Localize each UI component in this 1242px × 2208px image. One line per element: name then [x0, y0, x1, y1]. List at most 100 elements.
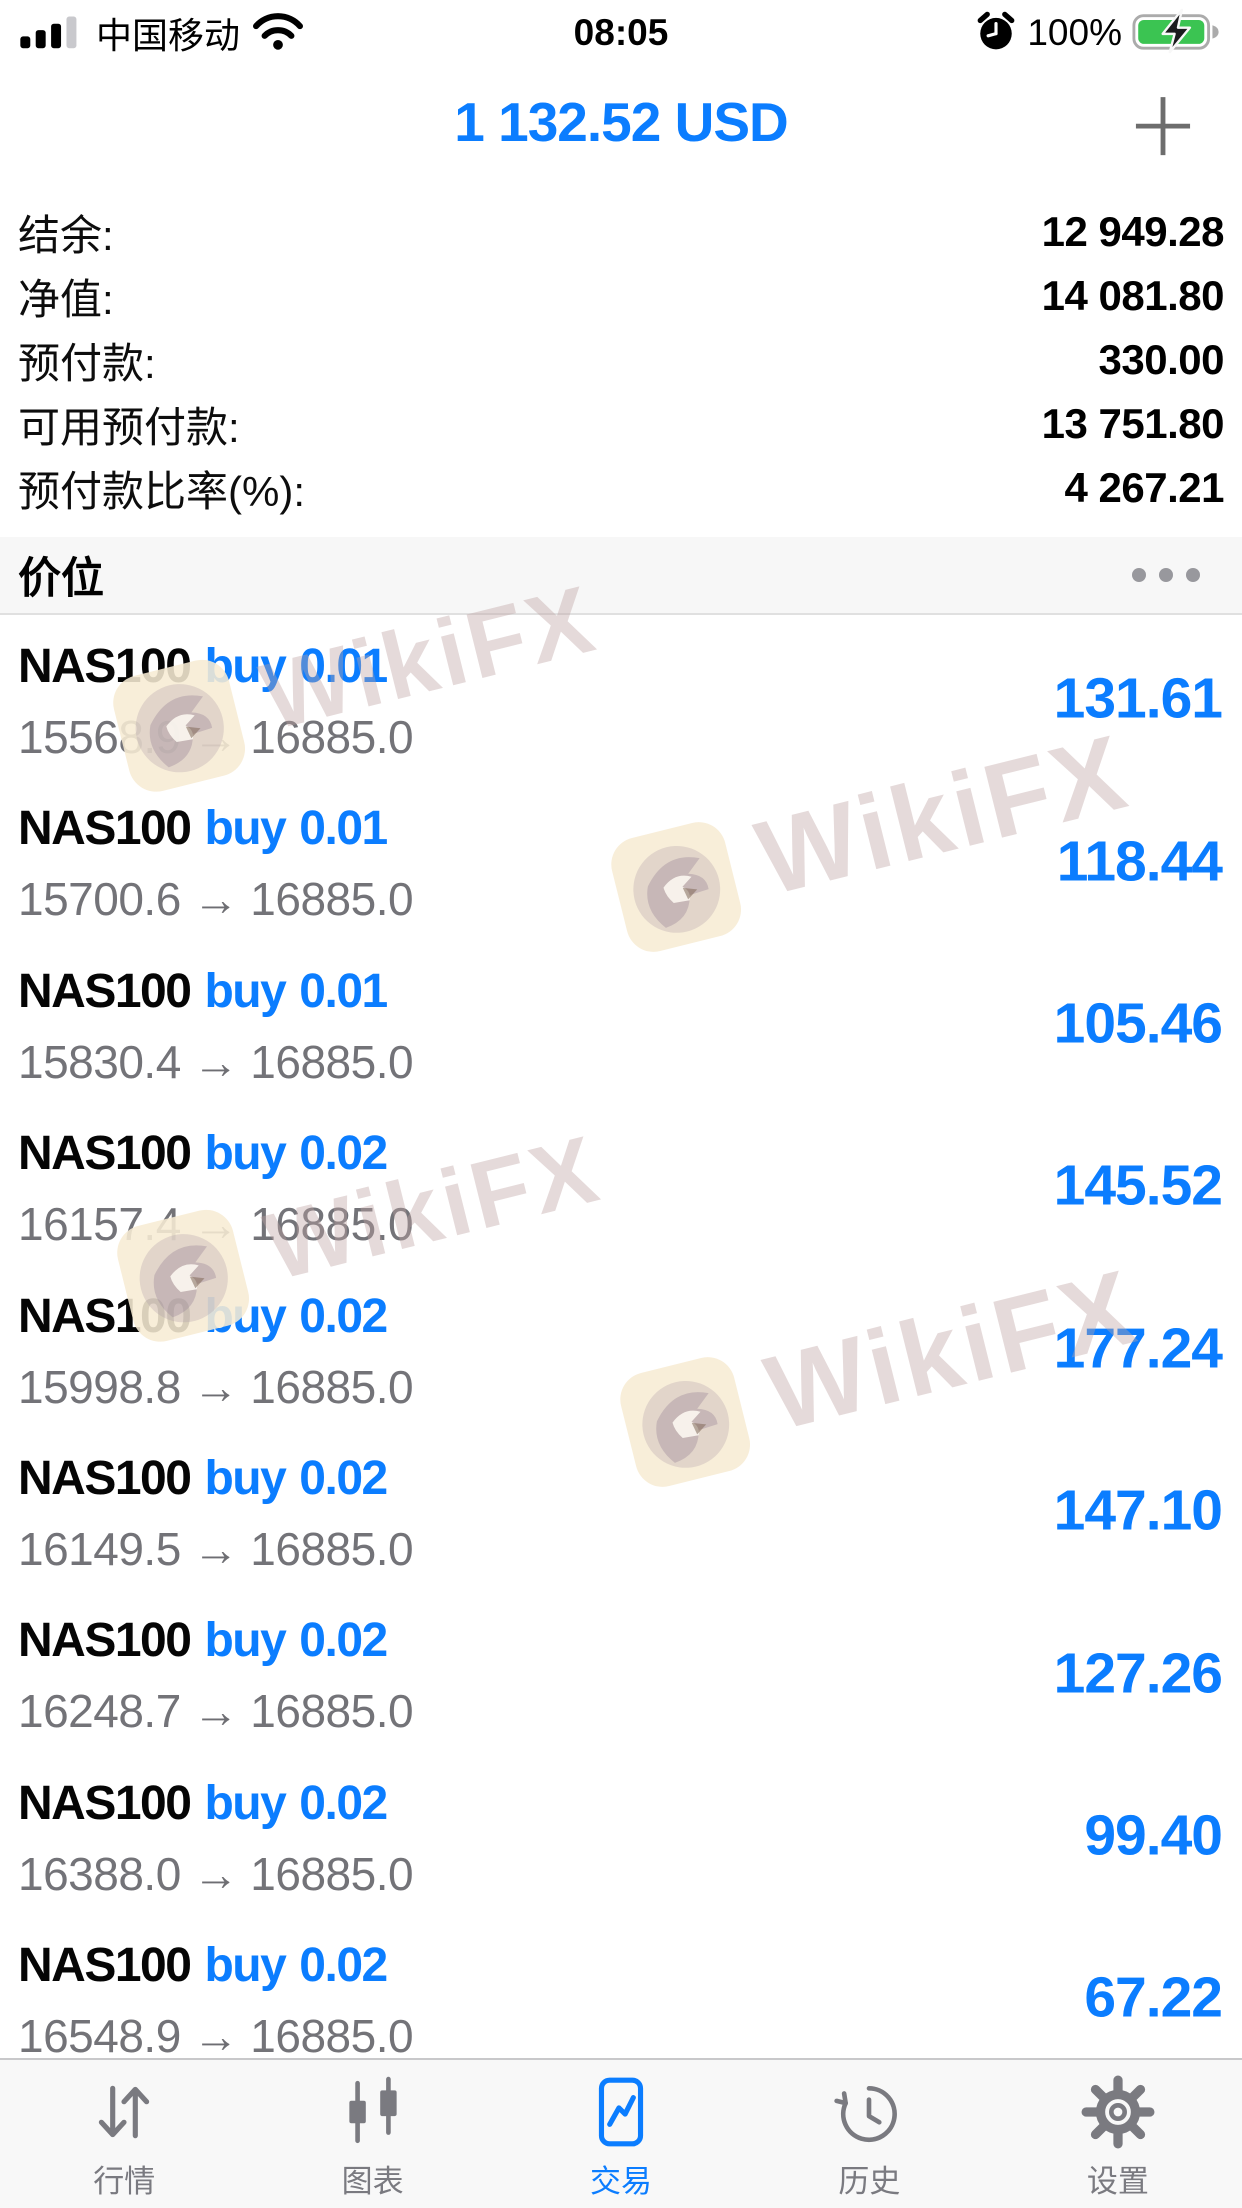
battery-percent-label: 100%: [1027, 12, 1122, 53]
account-row-label: 可用预付款:: [18, 403, 240, 451]
trade-open-price: 16248.7: [18, 1685, 181, 1738]
trade-volume: 0.01: [299, 640, 388, 693]
trade-row[interactable]: NAS100 buy 0.02 15998.8 → 16885.0 177.24: [0, 1265, 1242, 1427]
trade-current-price: 16885.0: [250, 1198, 414, 1251]
tab-charts[interactable]: 图表: [248, 2060, 496, 2208]
tab-bar: 行情 图表 交易 历史 设置: [0, 2058, 1242, 2208]
account-summary-row: 预付款比率(%): 4 267.21: [18, 456, 1224, 520]
trade-title: NAS100 buy 0.01: [18, 801, 388, 856]
trade-row[interactable]: NAS100 buy 0.01 15700.6 → 16885.0 118.44: [0, 777, 1242, 939]
trade-symbol: NAS100: [18, 1776, 192, 1830]
account-balance-title: 1 132.52 USD: [454, 91, 788, 153]
account-summary-row: 结余: 12 949.28: [18, 200, 1225, 264]
tab-label: 设置: [1086, 2164, 1149, 2199]
trade-profit: 145.52: [1053, 1153, 1223, 1218]
trade-row[interactable]: NAS100 buy 0.02 16248.7 → 16885.0 127.26: [0, 1589, 1242, 1751]
account-row-value: 12 949.28: [1041, 208, 1225, 255]
ellipsis-dot: [1159, 568, 1173, 582]
ellipsis-dot: [1132, 568, 1146, 582]
tab-quotes[interactable]: 行情: [0, 2060, 248, 2208]
tab-settings[interactable]: 设置: [994, 2060, 1242, 2208]
trade-volume: 0.01: [299, 802, 388, 856]
trade-prices: 16157.4 → 16885.0: [18, 1197, 414, 1251]
tab-trade[interactable]: 交易: [497, 2060, 745, 2208]
trade-profit: 118.44: [1056, 829, 1223, 894]
trade-symbol: NAS100: [18, 964, 192, 1018]
positions-menu-button[interactable]: [1132, 558, 1200, 592]
trade-profit: 99.40: [1084, 1803, 1223, 1868]
trade-row[interactable]: NAS100 buy 0.02 16388.0 → 16885.0 99.40: [0, 1752, 1242, 1914]
trade-side: buy: [204, 964, 286, 1018]
trade-open-price: 15998.8: [18, 1360, 181, 1413]
trade-symbol: NAS100: [18, 802, 192, 856]
trade-symbol: NAS100: [18, 1939, 192, 1993]
trade-title: NAS100 buy 0.02: [18, 1776, 388, 1831]
tab-label: 图表: [341, 2164, 404, 2199]
trade-open-price: 15568.9: [18, 711, 181, 763]
trade-prices: 15830.4 → 16885.0: [18, 1035, 414, 1089]
trade-current-price: 16885.0: [250, 1522, 414, 1575]
account-summary: 结余: 12 949.28 净值: 14 081.80 预付款: 330.00 可用预付款:…: [18, 200, 1225, 520]
trade-open-price: 16548.9: [18, 2010, 181, 2058]
account-summary-row: 预付款: 330.00: [18, 328, 1225, 392]
trade-row[interactable]: NAS100 buy 0.02 16548.9 → 16885.0 67.22: [0, 1914, 1242, 2058]
trade-title: NAS100 buy 0.02: [18, 1289, 388, 1344]
carrier-label: 中国移动: [96, 15, 241, 56]
trade-side: buy: [204, 802, 286, 856]
status-bar: 中国移动 08:05 100%: [0, 0, 1242, 56]
trade-volume: 0.02: [299, 1614, 388, 1668]
trade-volume: 0.01: [299, 964, 388, 1018]
plus-icon: [1134, 96, 1192, 159]
trade-current-price: 16885.0: [250, 1360, 414, 1413]
settings-icon: [1081, 2074, 1155, 2150]
trade-row[interactable]: NAS100 buy 0.02 16149.5 → 16885.0 147.10: [0, 1427, 1242, 1589]
trade-row[interactable]: NAS100 buy 0.01 15568.9 → 16885.0 131.61: [0, 615, 1242, 777]
trade-open-price: 15830.4: [18, 1035, 181, 1088]
trade-title: NAS100 buy 0.02: [18, 1613, 388, 1668]
trade-symbol: NAS100: [18, 1127, 192, 1181]
trade-open-price: 15700.6: [18, 873, 181, 926]
trade-row[interactable]: NAS100 buy 0.02 16157.4 → 16885.0 145.52: [0, 1102, 1242, 1264]
account-row-value: 13 751.80: [1041, 400, 1225, 447]
account-row-value: 14 081.80: [1041, 272, 1225, 319]
trade-row[interactable]: NAS100 buy 0.01 15830.4 → 16885.0 105.46: [0, 940, 1242, 1102]
trade-current-price: 16885.0: [250, 873, 414, 926]
account-header: 1 132.52 USD: [0, 54, 1242, 190]
ellipsis-dot: [1186, 568, 1200, 582]
account-row-value: 330.00: [1098, 336, 1225, 383]
right-arrow-icon: →: [192, 1360, 239, 1413]
right-arrow-icon: →: [192, 711, 239, 763]
wifi-icon: [252, 11, 304, 56]
right-arrow-icon: →: [192, 1847, 239, 1900]
trade-symbol: NAS100: [18, 1289, 192, 1343]
trade-symbol: NAS100: [18, 1451, 192, 1505]
trade-profit: 177.24: [1053, 1316, 1223, 1381]
trade-open-price: 16388.0: [18, 1847, 181, 1900]
trade-prices: 15568.9 → 16885.0: [18, 710, 414, 764]
right-arrow-icon: →: [192, 1522, 239, 1575]
trade-profit: 127.26: [1053, 1641, 1223, 1706]
right-arrow-icon: →: [192, 1685, 239, 1738]
trade-prices: 15700.6 → 16885.0: [18, 872, 414, 926]
trade-side: buy: [204, 1289, 286, 1343]
tab-label: 历史: [838, 2164, 901, 2199]
trade-side: buy: [204, 640, 286, 693]
trade-symbol: NAS100: [18, 1614, 192, 1668]
add-account-button[interactable]: [1132, 95, 1194, 159]
status-time: 08:05: [573, 12, 669, 53]
trade-side: buy: [204, 1776, 286, 1830]
account-row-value: 4 267.21: [1064, 464, 1225, 511]
trade-side: buy: [204, 1939, 286, 1993]
trade-current-price: 16885.0: [250, 1035, 414, 1088]
trade-current-price: 16885.0: [250, 1685, 414, 1738]
trade-volume: 0.02: [299, 1939, 388, 1993]
history-icon: [832, 2074, 906, 2150]
right-arrow-icon: →: [192, 1035, 239, 1088]
tab-history[interactable]: 历史: [745, 2060, 993, 2208]
trade-current-price: 16885.0: [250, 1847, 414, 1900]
trade-volume: 0.02: [299, 1127, 388, 1181]
trade-title: NAS100 buy 0.02: [18, 1126, 388, 1181]
positions-section-bar: 价位: [0, 537, 1242, 615]
trade-title: NAS100 buy 0.01: [18, 964, 388, 1019]
